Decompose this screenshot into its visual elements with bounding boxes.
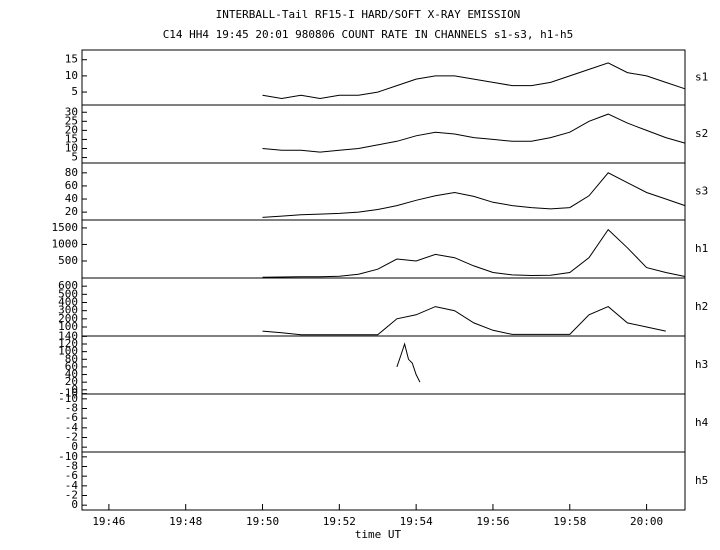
y-tick-label: 140 bbox=[58, 329, 78, 342]
y-tick-label: 1500 bbox=[52, 221, 79, 234]
y-tick-label: 80 bbox=[65, 352, 78, 365]
y-tick-label: -4 bbox=[65, 421, 79, 434]
series-line bbox=[262, 62, 686, 100]
y-tick-label: 0 bbox=[71, 440, 78, 453]
x-tick-label: 20:00 bbox=[630, 515, 663, 528]
y-tick-label: 10 bbox=[65, 69, 78, 82]
y-tick-label: -10 bbox=[58, 392, 78, 405]
y-tick-label: 20 bbox=[65, 123, 78, 136]
y-tick-label: 20 bbox=[65, 375, 78, 388]
panel-label: h3 bbox=[695, 358, 708, 371]
chart-title: INTERBALL-Tail RF15-I HARD/SOFT X-RAY EM… bbox=[216, 8, 521, 21]
y-tick-label: 20 bbox=[65, 205, 78, 218]
y-tick-label: -2 bbox=[65, 431, 78, 444]
y-tick-label: 60 bbox=[65, 179, 78, 192]
x-axis-label: time UT bbox=[355, 528, 402, 541]
panel-frame bbox=[81, 451, 686, 511]
y-tick-label: 5 bbox=[71, 151, 78, 164]
panel-label: s2 bbox=[695, 127, 708, 140]
y-tick-label: 15 bbox=[65, 53, 78, 66]
y-tick-label: 600 bbox=[58, 279, 78, 292]
panel-label: h2 bbox=[695, 300, 708, 313]
y-tick-label: -2 bbox=[65, 489, 78, 502]
y-tick-label: -6 bbox=[65, 469, 78, 482]
y-tick-label: 100 bbox=[58, 345, 78, 358]
y-tick-label: 0 bbox=[71, 498, 78, 511]
panel-label: h1 bbox=[695, 242, 708, 255]
y-tick-label: 100 bbox=[58, 320, 78, 333]
y-tick-label: 15 bbox=[65, 132, 78, 145]
y-tick-label: 500 bbox=[58, 254, 78, 267]
y-tick-label: 60 bbox=[65, 360, 78, 373]
y-tick-label: 25 bbox=[65, 114, 78, 127]
x-tick-label: 19:58 bbox=[553, 515, 586, 528]
y-tick-label: 120 bbox=[58, 337, 78, 350]
y-tick-label: -10 bbox=[58, 387, 78, 400]
y-tick-label: 500 bbox=[58, 287, 78, 300]
panel-label: h4 bbox=[695, 416, 709, 429]
x-tick-label: 19:52 bbox=[323, 515, 356, 528]
panel-label: s3 bbox=[695, 185, 708, 198]
y-tick-label: -4 bbox=[65, 479, 79, 492]
y-tick-label: 200 bbox=[58, 312, 78, 325]
series-line bbox=[262, 113, 686, 153]
y-tick-label: 300 bbox=[58, 304, 78, 317]
series-line bbox=[396, 342, 421, 383]
y-tick-label: -8 bbox=[65, 460, 78, 473]
panel-label: s1 bbox=[695, 71, 708, 84]
series-line bbox=[262, 306, 666, 336]
y-tick-label: 40 bbox=[65, 192, 78, 205]
y-tick-label: 400 bbox=[58, 296, 78, 309]
series-line bbox=[262, 172, 686, 218]
chart-subtitle: C14 HH4 19:45 20:01 980806 COUNT RATE IN… bbox=[163, 28, 574, 41]
x-tick-label: 19:46 bbox=[92, 515, 125, 528]
y-tick-label: 40 bbox=[65, 368, 78, 381]
x-tick-label: 19:50 bbox=[246, 515, 279, 528]
y-tick-label: -6 bbox=[65, 411, 78, 424]
x-tick-label: 19:54 bbox=[400, 515, 433, 528]
y-tick-label: 1000 bbox=[52, 237, 79, 250]
y-tick-label: -8 bbox=[65, 402, 78, 415]
y-tick-label: 30 bbox=[65, 105, 78, 118]
panel-label: h5 bbox=[695, 474, 708, 487]
x-tick-label: 19:48 bbox=[169, 515, 202, 528]
y-tick-label: 10 bbox=[65, 142, 78, 155]
y-tick-label: 5 bbox=[71, 85, 78, 98]
series-line bbox=[262, 228, 686, 278]
y-tick-label: -10 bbox=[58, 450, 78, 463]
x-tick-label: 19:56 bbox=[476, 515, 509, 528]
y-tick-label: 0 bbox=[71, 383, 78, 396]
y-tick-label: 80 bbox=[65, 166, 78, 179]
